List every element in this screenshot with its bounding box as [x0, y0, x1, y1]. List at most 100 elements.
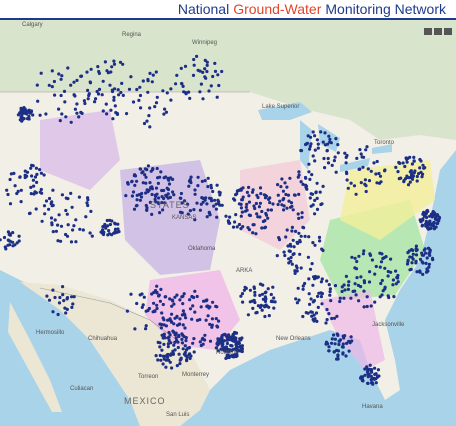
site: [71, 228, 75, 232]
site: [345, 341, 349, 345]
site: [243, 209, 248, 213]
site: [340, 289, 344, 294]
control[interactable]: [424, 28, 432, 35]
site: [11, 240, 15, 244]
site: [13, 243, 17, 247]
site: [64, 115, 68, 119]
site: [151, 310, 155, 314]
site: [175, 364, 179, 368]
site: [380, 278, 384, 283]
site: [15, 241, 19, 245]
site: [198, 340, 202, 344]
site: [361, 379, 365, 383]
site: [214, 202, 218, 206]
site: [174, 336, 178, 340]
site: [298, 252, 302, 256]
site: [299, 180, 303, 184]
site: [240, 198, 244, 202]
site: [314, 190, 318, 194]
site: [85, 201, 89, 205]
control[interactable]: [434, 28, 442, 35]
site: [316, 305, 320, 309]
site: [96, 65, 100, 69]
site: [307, 162, 311, 166]
site: [188, 298, 192, 302]
site: [162, 318, 166, 322]
site: [414, 247, 418, 251]
site: [158, 211, 162, 215]
site: [379, 281, 383, 286]
site: [312, 275, 316, 279]
site: [325, 318, 329, 322]
site: [77, 195, 81, 199]
site: [56, 239, 60, 243]
aquifer: [145, 270, 240, 350]
site: [389, 270, 393, 274]
site: [307, 292, 311, 296]
site: [182, 90, 186, 94]
site: [247, 213, 251, 217]
site: [77, 115, 81, 119]
site: [247, 194, 251, 198]
site: [127, 87, 132, 91]
site: [209, 186, 213, 190]
site: [290, 229, 294, 233]
site: [8, 202, 13, 206]
site: [415, 174, 419, 179]
site: [47, 298, 52, 302]
site: [2, 235, 7, 240]
site: [189, 175, 193, 179]
site: [432, 220, 436, 225]
site: [347, 280, 351, 284]
site: [369, 381, 374, 385]
site: [44, 112, 48, 116]
site: [370, 258, 374, 262]
site: [230, 354, 234, 358]
site: [33, 175, 38, 179]
site: [160, 200, 164, 205]
site: [330, 341, 334, 345]
site: [204, 76, 208, 80]
site: [266, 216, 270, 220]
site: [415, 179, 419, 183]
site: [162, 112, 166, 116]
site: [347, 349, 351, 353]
place-label: Oklahoma: [188, 246, 216, 252]
site: [66, 197, 70, 201]
aquifer: [40, 110, 120, 190]
site: [183, 64, 188, 68]
site: [232, 332, 236, 336]
site: [341, 342, 345, 346]
site: [218, 191, 222, 195]
site: [334, 170, 338, 174]
site: [272, 296, 276, 300]
site: [428, 253, 432, 257]
site: [265, 304, 269, 308]
site: [410, 162, 414, 166]
site: [369, 374, 373, 378]
control[interactable]: [444, 28, 452, 35]
site: [32, 192, 36, 196]
map-controls: [422, 22, 452, 40]
site: [410, 248, 414, 252]
site: [208, 322, 212, 326]
site: [216, 325, 220, 329]
site: [6, 243, 10, 247]
site: [387, 295, 391, 300]
site: [187, 353, 191, 357]
site: [30, 163, 34, 167]
mexico: [20, 282, 210, 426]
site: [260, 209, 264, 214]
site: [297, 192, 301, 196]
site: [216, 73, 220, 77]
site: [215, 215, 219, 219]
site: [333, 155, 337, 159]
site: [279, 185, 283, 189]
site: [96, 92, 101, 96]
site: [105, 69, 109, 73]
site: [276, 193, 280, 197]
site: [428, 220, 432, 224]
site: [154, 101, 159, 105]
site: [258, 305, 262, 309]
site: [35, 83, 39, 87]
